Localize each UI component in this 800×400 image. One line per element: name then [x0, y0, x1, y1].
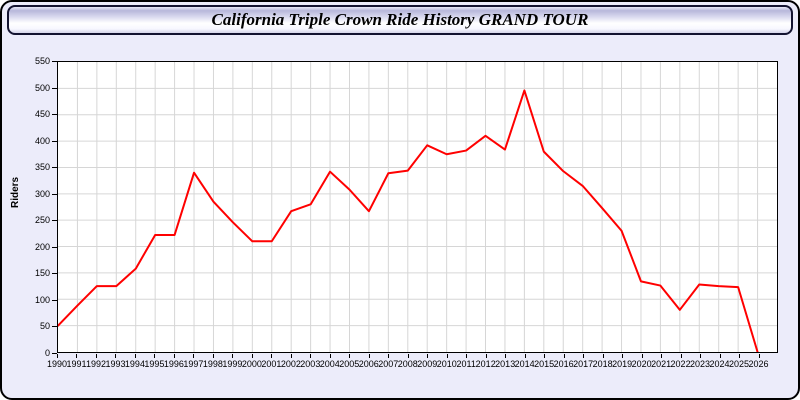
x-axis-tick [563, 354, 565, 358]
x-tick-label: 1998 [202, 359, 223, 369]
x-axis-tick [700, 354, 702, 358]
x-tick-label: 2002 [280, 359, 301, 369]
gridlines-vertical [76, 62, 759, 352]
y-tick-label: 550 [34, 56, 50, 66]
x-tick-label: 2005 [339, 359, 360, 369]
x-tick-label: 1990 [46, 359, 68, 369]
x-tick-label: 2016 [553, 359, 574, 369]
y-tick-label: 0 [44, 348, 50, 358]
x-tick-label: 2026 [748, 359, 769, 369]
x-tick-label: 2021 [651, 359, 672, 369]
x-axis-tick [193, 354, 195, 358]
x-axis-tick [524, 354, 526, 358]
y-tick-label: 350 [34, 162, 50, 173]
y-axis-title: Riders [10, 176, 21, 208]
x-tick-label: 2008 [397, 359, 418, 369]
y-tick-label: 100 [34, 294, 50, 305]
x-axis-tick [427, 354, 429, 358]
chart-title-bar: California Triple Crown Ride History GRA… [7, 5, 793, 35]
x-axis-tick [271, 354, 273, 358]
x-axis-tick [212, 354, 214, 358]
x-tick-label: 1991 [66, 359, 87, 369]
x-axis-tick [57, 354, 58, 358]
x-axis-tick [154, 354, 156, 358]
x-axis-tick [602, 354, 604, 358]
x-tick-label: 2003 [300, 359, 321, 369]
x-tick-label: 2024 [709, 359, 730, 369]
gridlines-horizontal [58, 87, 777, 327]
chart-title: California Triple Crown Ride History GRA… [211, 10, 589, 29]
x-tick-label: 1993 [105, 359, 126, 369]
x-tick-label: 2020 [631, 359, 652, 369]
x-tick-label: 1996 [163, 359, 184, 369]
riders-line-series [58, 89, 759, 352]
x-axis-tick [349, 354, 351, 358]
x-tick-label: 2015 [534, 359, 555, 369]
x-axis-tick [134, 354, 136, 358]
x-tick-label: 2013 [495, 359, 516, 369]
x-axis-tick [95, 354, 97, 358]
x-tick-label: 1992 [85, 359, 106, 369]
y-tick-label: 400 [34, 135, 50, 146]
x-tick-label: 1997 [183, 359, 204, 369]
x-axis-tick [583, 354, 585, 358]
x-axis-tick [310, 354, 312, 358]
y-tick-label: 250 [34, 215, 50, 226]
x-axis-tick [622, 354, 624, 358]
x-axis-tick [758, 354, 760, 358]
x-axis-tick [290, 354, 292, 358]
x-tick-label: 1994 [124, 359, 145, 369]
x-tick-label: 2022 [670, 359, 691, 369]
x-axis-tick [329, 354, 331, 358]
x-tick-label: 2023 [690, 359, 711, 369]
x-axis-tick [368, 354, 370, 358]
x-axis-tick [661, 354, 663, 358]
x-tick-label: 2010 [436, 359, 457, 369]
x-axis-tick [719, 354, 721, 358]
x-axis-tick [466, 354, 468, 358]
x-axis-tick [680, 354, 682, 358]
x-tick-label: 2018 [592, 359, 613, 369]
y-tick-label: 450 [34, 109, 50, 120]
x-tick-label: 2012 [475, 359, 496, 369]
x-tick-label: 2007 [378, 359, 399, 369]
x-axis-tick [251, 354, 253, 358]
x-axis-tick [485, 354, 487, 358]
x-tick-label: 2006 [358, 359, 379, 369]
y-axis-tick [52, 353, 57, 354]
x-tick-label: 2001 [261, 359, 282, 369]
x-tick-label: 2025 [729, 359, 750, 369]
x-axis-tick [505, 354, 507, 358]
x-tick-label: 2011 [456, 359, 476, 369]
x-axis-tick [407, 354, 409, 358]
y-tick-label: 50 [39, 321, 50, 332]
x-tick-label: 1999 [222, 359, 243, 369]
plot-area [57, 61, 778, 353]
x-axis-tick [173, 354, 175, 358]
x-axis-tick [388, 354, 390, 358]
y-tick-label: 500 [34, 82, 50, 93]
x-tick-label: 2004 [319, 359, 340, 369]
x-tick-label: 1995 [144, 359, 165, 369]
x-axis-tick [739, 354, 741, 358]
x-tick-label: 2014 [514, 359, 535, 369]
y-tick-label: 200 [34, 241, 50, 252]
x-axis-tick [641, 354, 643, 358]
y-tick-label: 150 [34, 268, 50, 279]
x-tick-label: 2017 [573, 359, 594, 369]
x-tick-label: 2019 [612, 359, 633, 369]
x-axis-tick [115, 354, 117, 358]
x-axis-tick [232, 354, 234, 358]
x-axis-tick [544, 354, 546, 358]
x-tick-label: 2009 [417, 359, 438, 369]
x-axis-tick [446, 354, 448, 358]
line-chart-canvas [58, 62, 777, 352]
x-axis-tick [76, 354, 78, 358]
x-tick-label: 2000 [241, 359, 262, 369]
